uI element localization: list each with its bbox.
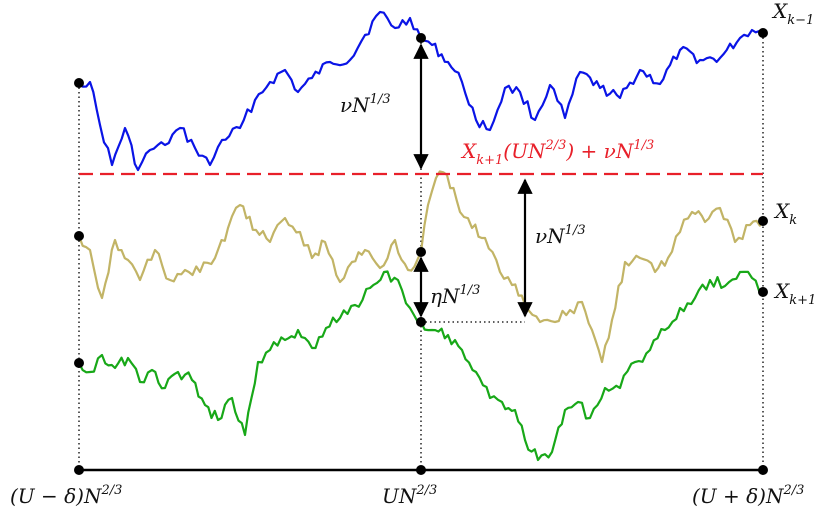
label-gap-right: νN1/3 bbox=[535, 223, 586, 248]
label-threshold: Xk+1(UN2/3) + νN1/3 bbox=[460, 138, 654, 168]
tick-label-mid: UN2/3 bbox=[382, 483, 437, 508]
label-gap-upper: νN1/3 bbox=[340, 92, 391, 117]
dot-mid-middle bbox=[416, 247, 426, 257]
tick-label-right: (U + δ)N2/3 bbox=[692, 483, 804, 508]
dot-right-lower bbox=[758, 287, 768, 297]
dot-left-middle bbox=[74, 231, 84, 241]
label-x-k: Xk bbox=[773, 199, 797, 228]
label-gap-eta: ηN1/3 bbox=[430, 283, 480, 308]
axis-dot-left bbox=[74, 465, 84, 475]
dot-mid-upper bbox=[416, 33, 426, 43]
label-x-k-plus-1: Xk+1 bbox=[773, 279, 816, 308]
axis-dot-mid bbox=[416, 465, 426, 475]
dot-right-middle bbox=[758, 216, 768, 226]
tick-label-left: (U − δ)N2/3 bbox=[10, 483, 122, 508]
dot-right-upper bbox=[758, 28, 768, 38]
dot-left-lower bbox=[74, 358, 84, 368]
label-x-k-minus-1: Xk−1 bbox=[771, 0, 814, 28]
dot-mid-lower bbox=[416, 317, 426, 327]
axis-dot-right bbox=[758, 465, 768, 475]
dot-left-upper bbox=[74, 78, 84, 88]
upper-path-x-k-minus-1 bbox=[78, 10, 764, 172]
